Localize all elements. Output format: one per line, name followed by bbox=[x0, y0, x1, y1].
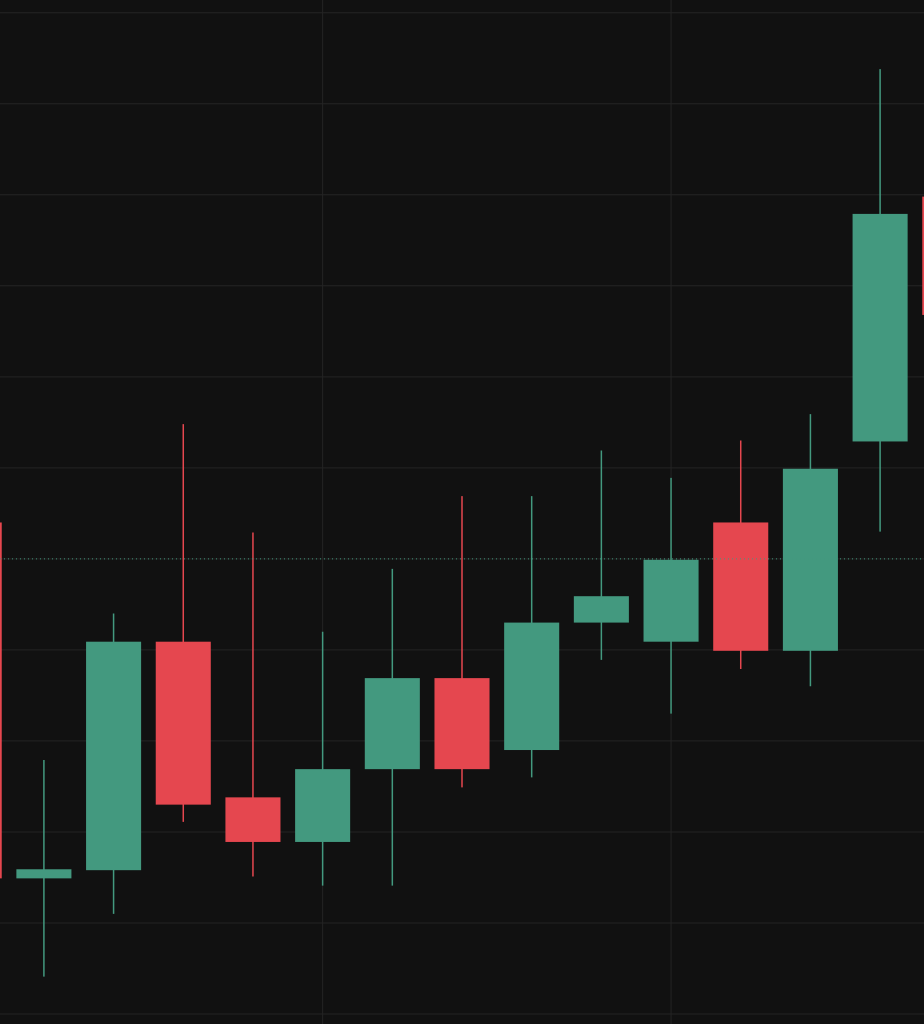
candle-body bbox=[295, 769, 351, 842]
candle-body bbox=[504, 622, 560, 751]
candle-body bbox=[782, 468, 838, 651]
candle-body bbox=[16, 869, 72, 879]
candle-body bbox=[922, 196, 924, 315]
candle-body bbox=[713, 522, 769, 651]
candle-body bbox=[852, 213, 908, 442]
candle-body bbox=[86, 641, 142, 871]
candle-body bbox=[155, 641, 211, 805]
candle-body bbox=[643, 559, 699, 642]
candle-body bbox=[573, 596, 629, 623]
candle-body bbox=[0, 522, 2, 879]
candle-body bbox=[434, 678, 490, 770]
candle-body bbox=[225, 797, 281, 842]
candle-body bbox=[364, 678, 420, 770]
